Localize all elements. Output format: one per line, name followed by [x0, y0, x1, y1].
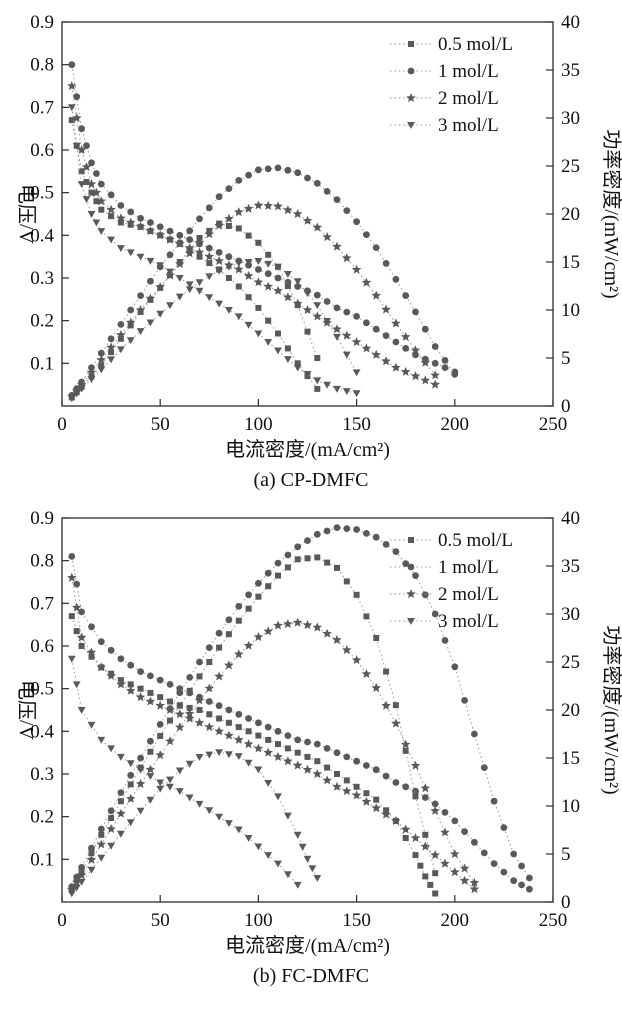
y-axis-left-label: 电压/V: [15, 680, 38, 741]
y-axis-left: 0.1 0.2 0.3 0.4 0.5 0.6 0.7 0.8 0.9: [30, 508, 69, 870]
y-axis-right: 0 5 10 15 20 25 30 35 40: [546, 12, 580, 417]
panel-b: 0 50 100 150 200 250 0.1 0.2 0.3 0.4 0.5 0.6 0.7 0.8 0…: [0, 504, 622, 1000]
svg-text:0.6: 0.6: [30, 140, 54, 161]
svg-text:0.8: 0.8: [30, 551, 54, 572]
svg-text:35: 35: [561, 556, 580, 577]
svg-text:0.4: 0.4: [30, 721, 54, 742]
caption-panel-b: (b) FC-DMFC: [252, 965, 370, 987]
svg-text:0.5 mol/L: 0.5 mol/L: [438, 34, 513, 55]
svg-text:0.1: 0.1: [30, 849, 54, 870]
svg-text:0.5: 0.5: [30, 183, 54, 204]
x-axis-label: 电流密度/(mA/cm²): [225, 934, 390, 957]
series-05molL-power: [68, 554, 439, 892]
svg-text:20: 20: [561, 700, 580, 721]
series-2molL-voltage: [67, 81, 440, 389]
svg-text:50: 50: [151, 414, 170, 435]
svg-text:0.9: 0.9: [30, 12, 54, 33]
svg-text:200: 200: [441, 910, 470, 931]
legend-item-05molL: 0.5 mol/L: [390, 34, 513, 55]
svg-text:1 mol/L: 1 mol/L: [438, 61, 499, 82]
legend-item-1molL: 1 mol/L: [390, 61, 499, 82]
svg-text:40: 40: [561, 12, 580, 33]
svg-text:0.2: 0.2: [30, 311, 54, 332]
svg-text:100: 100: [244, 414, 273, 435]
svg-text:0.5: 0.5: [30, 679, 54, 700]
legend: 0.5 mol/L 1 mol/L 2 mol/L 3 mol/L: [390, 34, 513, 136]
svg-text:2 mol/L: 2 mol/L: [438, 584, 499, 605]
svg-text:0.3: 0.3: [30, 268, 54, 289]
svg-text:40: 40: [561, 508, 580, 529]
svg-text:100: 100: [244, 910, 273, 931]
svg-text:20: 20: [561, 204, 580, 225]
svg-text:0.1: 0.1: [30, 353, 54, 374]
svg-text:5: 5: [561, 348, 571, 369]
svg-text:0: 0: [561, 396, 571, 417]
svg-text:0.8: 0.8: [30, 55, 54, 76]
series-1molL-power: [68, 524, 533, 890]
svg-text:3 mol/L: 3 mol/L: [438, 115, 499, 136]
series-2molL-power: [67, 200, 440, 401]
series-1molL-voltage: [68, 61, 459, 376]
svg-text:0.7: 0.7: [30, 593, 54, 614]
y-axis-right: 0 5 10 15 20 25 30 35 40: [546, 508, 580, 913]
y-axis-right-label: 功率密度/(mW/cm²): [600, 129, 622, 298]
svg-text:5: 5: [561, 844, 571, 865]
series-05molL-voltage: [68, 117, 321, 392]
x-axis: 0 50 100 150 200 250: [57, 399, 567, 435]
legend-item-1molL: 1 mol/L: [390, 557, 499, 578]
x-axis-label: 电流密度/(mA/cm²): [225, 438, 390, 461]
chart-b-fc-dmfc: 0 50 100 150 200 2500.10.20.30.40.50.60.70.80…: [15, 508, 622, 957]
svg-text:0.9: 0.9: [30, 508, 54, 529]
svg-text:0.6: 0.6: [30, 636, 54, 657]
svg-text:2 mol/L: 2 mol/L: [438, 88, 499, 109]
svg-text:1 mol/L: 1 mol/L: [438, 557, 499, 578]
legend-item-3molL: 3 mol/L: [390, 611, 499, 632]
panel-a: 0 50 100 150 200 250 0.1 0.2 0.3 0.4 0.5 0.6 0.7 0.8 0…: [0, 8, 622, 504]
series-1molL-power: [68, 164, 459, 399]
y-axis-right-label: 功率密度/(mW/cm²): [600, 625, 622, 794]
series-3molL-power: [67, 749, 322, 898]
svg-text:25: 25: [561, 652, 580, 673]
svg-text:35: 35: [561, 60, 580, 81]
y-axis-left-label: 电压/V: [15, 184, 38, 245]
svg-text:3 mol/L: 3 mol/L: [438, 611, 499, 632]
svg-text:10: 10: [561, 796, 580, 817]
svg-text:0.5 mol/L: 0.5 mol/L: [438, 530, 513, 551]
svg-text:15: 15: [561, 748, 580, 769]
series-05molL-voltage: [68, 613, 439, 897]
svg-text:250: 250: [539, 414, 568, 435]
svg-text:0.7: 0.7: [30, 97, 54, 118]
svg-text:0: 0: [57, 414, 67, 435]
svg-text:0.3: 0.3: [30, 764, 54, 785]
svg-text:30: 30: [561, 108, 580, 129]
series-3molL-voltage: [67, 655, 302, 889]
chart-a-cp-dmfc: 0 50 100 150 200 2500.10.20.30.40.50.60.70.80…: [15, 12, 622, 461]
svg-text:150: 150: [342, 414, 371, 435]
series-2molL-power: [67, 617, 480, 894]
legend: 0.5 mol/L 1 mol/L 2 mol/L 3 mol/L: [390, 530, 513, 632]
series-3molL-voltage: [67, 104, 361, 398]
x-axis: 0 50 100 150 200 250: [57, 895, 567, 931]
svg-text:150: 150: [342, 910, 371, 931]
svg-text:15: 15: [561, 252, 580, 273]
legend-item-2molL: 2 mol/L: [390, 584, 499, 605]
caption-panel-a: (a) CP-DMFC: [253, 469, 369, 491]
svg-text:200: 200: [441, 414, 470, 435]
series-3molL-power: [67, 258, 361, 403]
svg-text:25: 25: [561, 156, 580, 177]
svg-text:250: 250: [539, 910, 568, 931]
y-axis-left: 0.1 0.2 0.3 0.4 0.5 0.6 0.7 0.8 0.9: [30, 12, 69, 374]
series-05molL-power: [68, 220, 321, 401]
svg-text:0: 0: [561, 892, 571, 913]
svg-text:0.2: 0.2: [30, 807, 54, 828]
svg-text:50: 50: [151, 910, 170, 931]
svg-text:10: 10: [561, 300, 580, 321]
svg-text:30: 30: [561, 604, 580, 625]
legend-item-3molL: 3 mol/L: [390, 115, 499, 136]
legend-item-2molL: 2 mol/L: [390, 88, 499, 109]
legend-item-05molL: 0.5 mol/L: [390, 530, 513, 551]
svg-text:0: 0: [57, 910, 67, 931]
svg-text:0.4: 0.4: [30, 225, 54, 246]
